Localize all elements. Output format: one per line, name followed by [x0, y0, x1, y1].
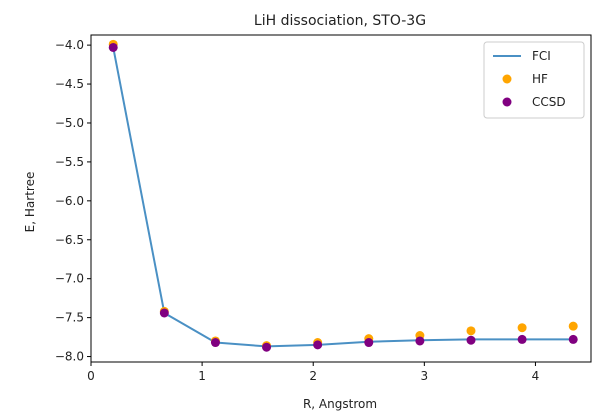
- ccsd-point: [210, 338, 220, 348]
- hf-point: [568, 321, 578, 331]
- ccsd-point: [108, 42, 118, 52]
- x-tick-label: 3: [421, 369, 429, 383]
- ccsd-point: [568, 334, 578, 344]
- ccsd-point: [466, 335, 476, 345]
- y-tick-label: −7.5: [55, 311, 84, 325]
- x-tick-label: 4: [532, 369, 540, 383]
- x-axis-label: R, Angstrom: [303, 397, 377, 411]
- legend-swatch-hf: [502, 74, 512, 84]
- y-axis-label: E, Hartree: [23, 172, 37, 233]
- x-tick-label: 1: [198, 369, 206, 383]
- legend-swatch-ccsd: [502, 97, 512, 107]
- x-tick-label: 2: [309, 369, 317, 383]
- fci-series-line: [112, 47, 574, 348]
- ccsd-point: [313, 340, 323, 350]
- hf-point: [466, 326, 476, 336]
- legend: FCI HF CCSD: [483, 41, 585, 119]
- chart-title: LiH dissociation, STO-3G: [254, 13, 426, 29]
- legend-label-hf: HF: [532, 72, 548, 86]
- y-tick-label: −8.0: [55, 350, 84, 364]
- y-tick-label: −5.0: [55, 116, 84, 130]
- hf-point: [517, 323, 527, 333]
- plot-frame: [90, 34, 592, 363]
- ccsd-point: [364, 338, 374, 348]
- y-tick-label: −6.0: [55, 194, 84, 208]
- y-tick-label: −6.5: [55, 233, 84, 247]
- x-tick-label: 0: [87, 369, 95, 383]
- y-tick-label: −5.5: [55, 155, 84, 169]
- legend-label-fci: FCI: [532, 49, 551, 63]
- axis-ticks: 0 1 2 3 4 −4.0 −4.5 −5.0 −5.5 −6.0 −6.5 −7.0 −7.5 −8.…: [55, 38, 539, 383]
- legend-label-ccsd: CCSD: [532, 95, 566, 109]
- series-layer: [108, 39, 578, 352]
- ccsd-point: [517, 334, 527, 344]
- ccsd-point: [159, 308, 169, 318]
- y-tick-label: −4.5: [55, 77, 84, 91]
- y-tick-label: −4.0: [55, 38, 84, 52]
- y-tick-label: −7.0: [55, 272, 84, 286]
- ccsd-point: [415, 336, 425, 346]
- ccsd-point: [262, 342, 272, 352]
